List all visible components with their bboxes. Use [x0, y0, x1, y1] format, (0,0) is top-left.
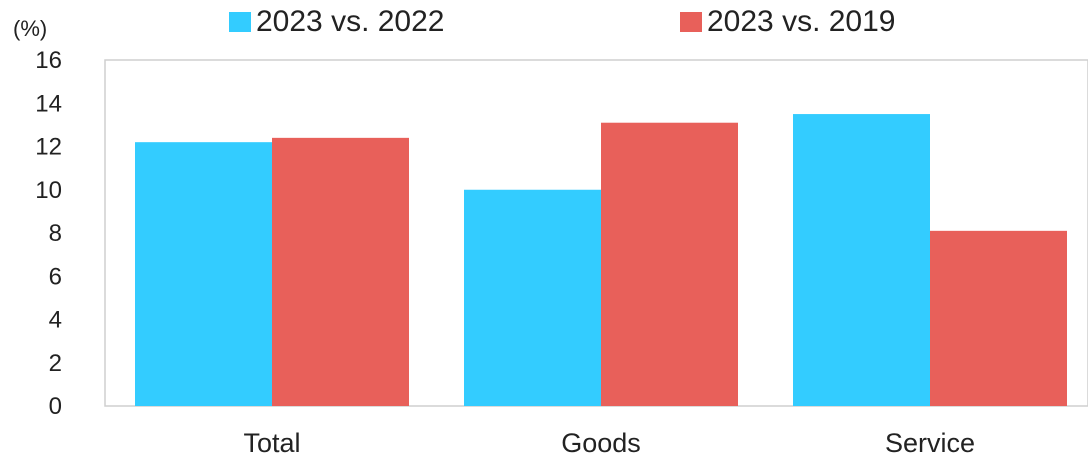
bar-goods-series-1: [464, 189, 601, 406]
y-tick-label: 2: [49, 350, 62, 377]
legend: 2023 vs. 2022 2023 vs. 2019: [229, 5, 895, 38]
y-unit-label: (%): [13, 16, 47, 41]
bars: [135, 114, 1067, 407]
y-tick-label: 12: [35, 134, 62, 161]
x-tick-label-goods: Goods: [561, 428, 641, 458]
bar-total-series-2: [272, 137, 409, 406]
y-tick-label: 16: [35, 47, 62, 74]
y-tick-label: 10: [35, 177, 62, 204]
legend-swatch-series-1: [229, 12, 251, 32]
bar-goods-series-2: [601, 122, 738, 407]
legend-swatch-series-2: [680, 12, 702, 32]
x-tick-label-total: Total: [243, 428, 300, 458]
y-tick-label: 14: [35, 90, 62, 117]
y-tick-label: 0: [49, 393, 62, 420]
legend-label-series-2: 2023 vs. 2019: [707, 5, 895, 38]
legend-label-series-1: 2023 vs. 2022: [256, 5, 444, 38]
x-tick-label-service: Service: [885, 428, 975, 458]
bar-service-series-1: [793, 114, 930, 406]
bar-service-series-2: [930, 230, 1067, 406]
y-tick-label: 8: [49, 220, 62, 247]
y-axis: 0 2 4 6 8 10 12 14 16: [35, 47, 62, 420]
y-tick-label: 4: [49, 307, 62, 334]
bar-total-series-1: [135, 142, 272, 407]
x-axis: Total Goods Service: [243, 428, 975, 458]
y-tick-label: 6: [49, 263, 62, 290]
